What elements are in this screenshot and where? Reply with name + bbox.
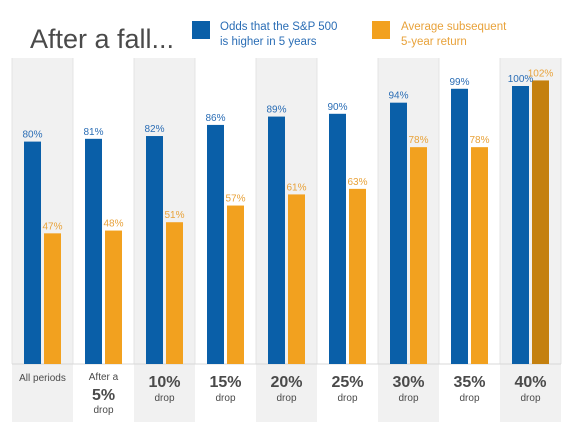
bar-odds: [24, 141, 41, 364]
category-label-bottom: drop: [459, 393, 479, 404]
bar-odds: [451, 88, 468, 364]
value-label-odds: 90%: [327, 102, 347, 113]
category-label-big: 15%: [209, 374, 241, 391]
category-label-bottom: drop: [154, 393, 174, 404]
value-label-odds: 99%: [449, 77, 469, 88]
value-label-odds: 94%: [388, 91, 408, 102]
column-backgrounds: [12, 58, 561, 422]
column-background: [134, 58, 195, 422]
bar-return: [105, 230, 122, 364]
category-label-bottom: drop: [93, 405, 113, 416]
value-label-return: 51%: [164, 210, 184, 221]
legend-label-return-line2: 5-year return: [401, 36, 467, 48]
category-label-big: 30%: [392, 374, 424, 391]
bar-return: [288, 194, 305, 364]
category-label-bottom: drop: [398, 393, 418, 404]
value-label-return: 47%: [42, 221, 62, 232]
value-labels: 80% 47% 81% 48% 82% 51% 86% 57% 89% 61% 90% 63% 94% 7…: [22, 68, 553, 232]
bar-odds: [268, 116, 285, 364]
value-label-odds: 82%: [144, 124, 164, 135]
bar-return: [532, 80, 549, 364]
value-label-odds: 86%: [205, 113, 225, 124]
bar-odds: [390, 102, 407, 365]
legend: Odds that the S&P 500 is higher in 5 yea…: [192, 21, 507, 48]
value-label-return: 48%: [103, 219, 123, 230]
category-label-big: 5%: [92, 387, 115, 404]
legend-label-return-line1: Average subsequent: [401, 21, 507, 33]
category-label-big: 35%: [453, 374, 485, 391]
value-label-odds: 100%: [508, 74, 534, 85]
value-label-return: 78%: [408, 135, 428, 146]
legend-swatch-return: [372, 21, 390, 39]
value-label-return: 78%: [469, 135, 489, 146]
category-label-big: 20%: [270, 374, 302, 391]
value-label-odds: 81%: [83, 127, 103, 138]
bars: [24, 80, 549, 365]
value-label-odds: 80%: [22, 130, 42, 141]
value-label-return: 61%: [286, 182, 306, 193]
category-label-big: 10%: [148, 374, 180, 391]
chart-title: After a fall...: [30, 24, 174, 54]
bar-return: [227, 205, 244, 364]
value-label-return: 57%: [225, 194, 245, 205]
category-label-big: 25%: [331, 374, 363, 391]
bar-return: [410, 147, 427, 364]
category-label: All periods: [19, 373, 66, 384]
category-labels: All periods After a5%drop10%drop15%drop20…: [19, 372, 546, 416]
column-background: [256, 58, 317, 422]
column-background: [378, 58, 439, 422]
bar-return: [166, 222, 183, 364]
bar-return: [471, 147, 488, 364]
bar-return: [44, 233, 61, 364]
legend-label-odds-line1: Odds that the S&P 500: [220, 21, 337, 33]
category-label-top: After a: [89, 372, 119, 383]
bar-odds: [329, 113, 346, 364]
bar-odds: [85, 138, 102, 364]
category-label-bottom: drop: [337, 393, 357, 404]
legend-label-odds-line2: is higher in 5 years: [220, 36, 317, 48]
value-label-return: 63%: [347, 177, 367, 188]
column-background: [12, 58, 73, 422]
category-label-big: 40%: [514, 374, 546, 391]
gridlines: [11, 58, 562, 365]
category-label-bottom: drop: [215, 393, 235, 404]
bar-return: [349, 188, 366, 364]
bar-odds: [207, 124, 224, 364]
bar-odds: [512, 86, 529, 364]
category-label-bottom: drop: [276, 393, 296, 404]
category-label-bottom: drop: [520, 393, 540, 404]
bar-odds: [146, 136, 163, 364]
value-label-return: 102%: [528, 68, 554, 79]
legend-swatch-odds: [192, 21, 210, 39]
column-background: [500, 58, 561, 422]
value-label-odds: 89%: [266, 105, 286, 116]
